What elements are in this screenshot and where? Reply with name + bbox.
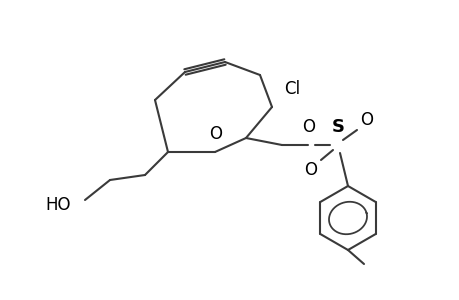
Text: S: S [331, 118, 344, 136]
Text: O: O [304, 161, 317, 179]
Text: Cl: Cl [283, 80, 299, 98]
Text: HO: HO [45, 196, 71, 214]
Text: O: O [302, 118, 315, 136]
Text: O: O [360, 111, 373, 129]
Text: O: O [209, 125, 222, 143]
